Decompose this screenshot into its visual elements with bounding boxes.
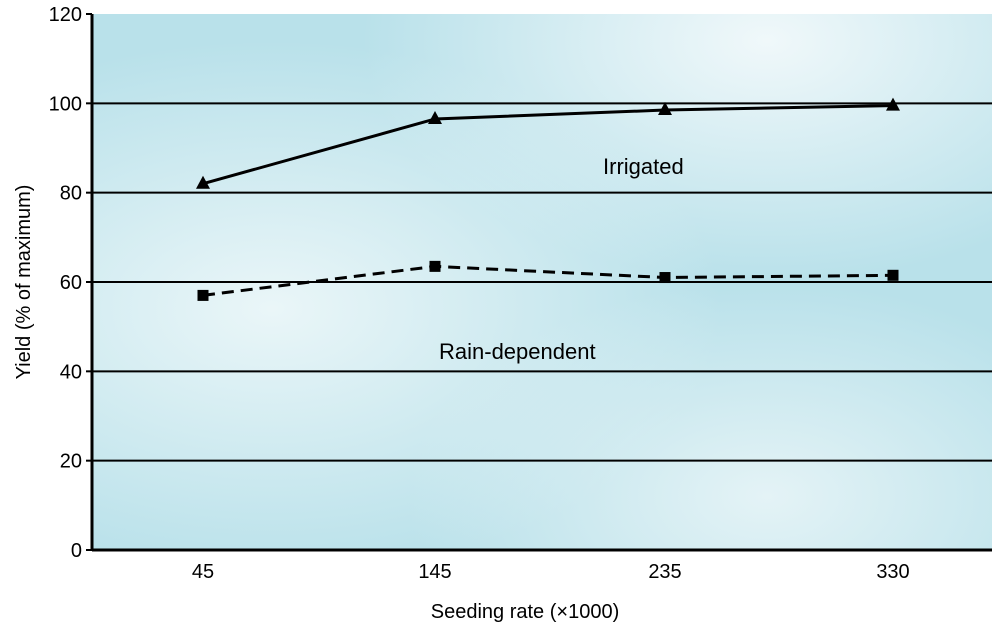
y-tick-label: 120 (49, 4, 82, 26)
y-tick-label: 40 (60, 361, 82, 383)
x-axis-title: Seeding rate (×1000) (431, 601, 619, 623)
x-tick-label: 235 (648, 561, 681, 583)
data-point-square (887, 269, 899, 281)
data-point-triangle (428, 110, 442, 124)
y-axis-title: Yield (% of maximum) (13, 185, 35, 380)
y-tick-labels: 0 20 40 60 80 100 120 (49, 4, 92, 562)
data-point-square (659, 272, 671, 284)
series-label-irrigated: Irrigated (603, 154, 684, 179)
data-point-square (197, 289, 209, 301)
data-point-square (429, 260, 441, 272)
y-tick-label: 100 (49, 93, 82, 115)
x-tick-label: 330 (876, 561, 909, 583)
x-tick-labels: 45 145 235 330 (192, 561, 910, 583)
y-tick-label: 80 (60, 183, 82, 205)
y-tick-label: 60 (60, 272, 82, 294)
x-tick-label: 145 (418, 561, 451, 583)
x-tick-label: 45 (192, 561, 214, 583)
series-line-irrigated (202, 104, 894, 186)
series-label-rain-dependent: Rain-dependent (439, 339, 596, 364)
y-tick-label: 0 (71, 540, 82, 562)
data-point-triangle (658, 102, 672, 116)
data-point-triangle (196, 175, 210, 189)
series-line-rain-dependent (202, 264, 894, 297)
series-group (196, 97, 900, 301)
gridlines (92, 102, 992, 462)
data-point-triangle (886, 97, 900, 111)
y-tick-label: 20 (60, 451, 82, 473)
